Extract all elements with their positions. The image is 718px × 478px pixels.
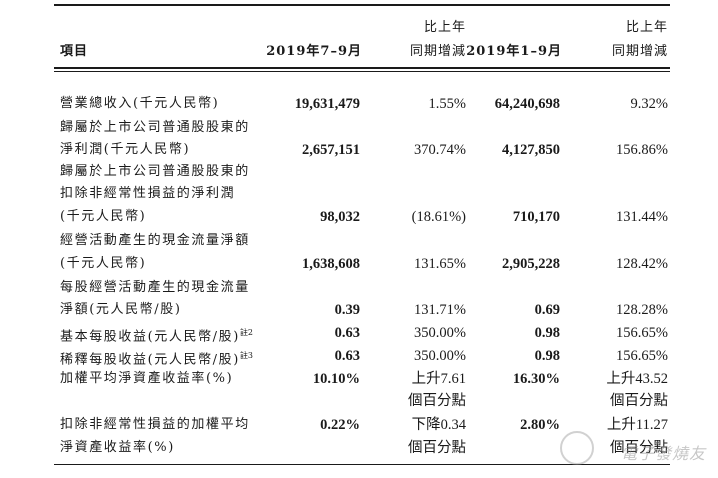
cell-ytd-yoy: 上升43.52: [606, 371, 668, 387]
header-yoy-9m-line2: 同期增減: [611, 44, 668, 59]
cell-ytd: 16.30%: [512, 371, 560, 387]
cell-q3-yoy: 131.71%: [414, 302, 466, 318]
cell-ytd-yoy: 上升11.27: [606, 417, 668, 433]
row-label: 每股經營活動產生的現金流量: [60, 280, 250, 295]
row-label-text: 基本每股收益(元人民幣/股): [60, 329, 240, 345]
header-yoy-9m-line1: 比上年: [625, 20, 668, 35]
row-label: 淨額(元人民幣/股): [60, 302, 182, 317]
row-label: (千元人民幣): [60, 209, 147, 224]
footnote-marker: 註2: [239, 328, 254, 337]
cell-ytd-yoy: 個百分點: [610, 393, 668, 409]
cell-q3-yoy: 個百分點: [408, 393, 466, 409]
cell-ytd-yoy: 131.44%: [616, 209, 668, 225]
cell-ytd: 4,127,850: [502, 142, 560, 158]
cell-q3-yoy: 350.00%: [414, 348, 466, 364]
cell-ytd: 2,905,228: [502, 256, 560, 272]
cell-q3-yoy: 350.00%: [414, 325, 466, 341]
bottom-rule: [54, 464, 670, 466]
cell-q3-yoy: 下降0.34: [411, 417, 466, 433]
cell-ytd: 0.98: [534, 348, 560, 364]
cell-ytd-yoy: 156.65%: [616, 348, 668, 364]
cell-q3: 10.10%: [312, 371, 360, 387]
row-label: 營業總收入(千元人民幣): [60, 96, 220, 111]
cell-ytd-yoy: 156.86%: [616, 142, 668, 158]
cell-q3-yoy: (18.61%): [411, 209, 466, 225]
cell-ytd: 0.69: [534, 302, 560, 318]
cell-q3: 0.39: [334, 302, 360, 318]
cell-q3: 19,631,479: [294, 96, 360, 112]
cell-ytd: 64,240,698: [494, 96, 560, 112]
header-rule-thin: [54, 71, 670, 72]
cell-q3: 2,657,151: [302, 142, 360, 158]
watermark: 電子發燒友: [620, 444, 706, 463]
cell-q3-yoy: 上升7.61: [411, 371, 466, 387]
header-yoy-q3-line1: 比上年: [423, 20, 466, 35]
cell-q3-yoy: 個百分點: [408, 440, 466, 456]
cell-q3: 98,032: [320, 209, 360, 225]
cell-ytd: 0.98: [534, 325, 560, 341]
row-label: 扣除非經常性損益的淨利潤: [60, 186, 236, 201]
watermark-logo: [560, 431, 594, 465]
header-item: 項目: [60, 44, 89, 59]
row-label: (千元人民幣): [60, 256, 147, 271]
row-label-text: 稀釋每股收益(元人民幣/股): [60, 352, 240, 368]
cell-ytd: 2.80%: [520, 417, 560, 433]
header-rule: [54, 67, 670, 69]
header-period-9m: 2019年1–9月: [466, 44, 562, 59]
row-label: 基本每股收益(元人民幣/股)註2: [60, 325, 253, 345]
row-label: 歸屬於上市公司普通股股東的: [60, 120, 250, 135]
row-label: 經營活動產生的現金流量淨額: [60, 233, 250, 248]
row-label: 淨資產收益率(%): [60, 440, 175, 455]
header-yoy-q3-line2: 同期增減: [409, 44, 466, 59]
cell-q3-yoy: 131.65%: [414, 256, 466, 272]
cell-ytd-yoy: 156.65%: [616, 325, 668, 341]
cell-q3: 0.63: [334, 325, 360, 341]
cell-ytd-yoy: 128.42%: [616, 256, 668, 272]
row-label: 稀釋每股收益(元人民幣/股)註3: [60, 348, 253, 368]
cell-q3-yoy: 370.74%: [414, 142, 466, 158]
top-rule: [54, 4, 670, 6]
header-period-q3: 2019年7–9月: [266, 44, 362, 59]
cell-ytd-yoy: 9.32%: [630, 96, 668, 112]
footnote-marker: 註3: [239, 351, 254, 360]
row-label: 淨利潤(千元人民幣): [60, 142, 191, 157]
cell-q3: 0.63: [334, 348, 360, 364]
cell-ytd-yoy: 個百分點: [610, 440, 668, 456]
cell-q3-yoy: 1.55%: [428, 96, 466, 112]
cell-ytd-yoy: 128.28%: [616, 302, 668, 318]
cell-q3: 1,638,608: [302, 256, 360, 272]
cell-ytd: 710,170: [512, 209, 560, 225]
row-label: 扣除非經常性損益的加權平均: [60, 417, 250, 432]
row-label: 加權平均淨資產收益率(%): [60, 371, 234, 386]
row-label: 歸屬於上市公司普通股股東的: [60, 164, 250, 179]
cell-q3: 0.22%: [320, 417, 360, 433]
